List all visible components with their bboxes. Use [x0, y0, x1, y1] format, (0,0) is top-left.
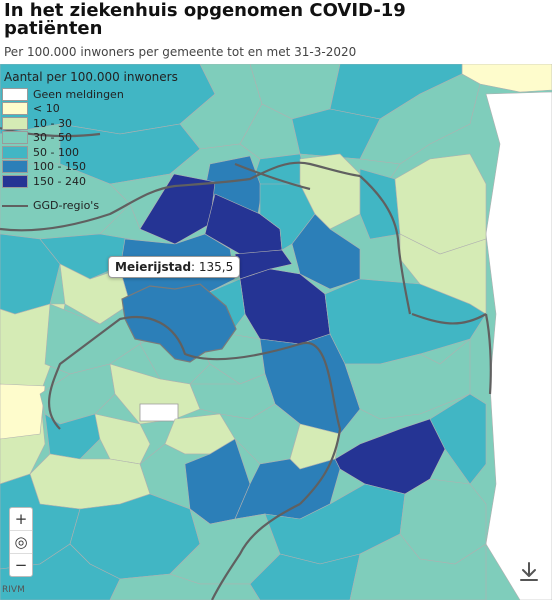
municipality[interactable]	[139, 403, 179, 422]
legend-label: 150 - 240	[33, 174, 86, 188]
legend-item: 150 - 240	[2, 174, 178, 189]
legend-item: 100 - 150	[2, 160, 178, 175]
legend-title: Aantal per 100.000 inwoners	[4, 70, 178, 84]
municipality[interactable]	[334, 418, 446, 495]
zoom-out-button[interactable]: −	[14, 556, 28, 574]
legend-item: 30 - 50	[2, 131, 178, 146]
legend-label: 30 - 50	[33, 131, 72, 145]
municipality[interactable]	[109, 573, 261, 600]
legend-label: 100 - 150	[33, 160, 86, 174]
legend-label: Geen meldingen	[33, 87, 124, 101]
legend-swatch	[2, 116, 28, 130]
legend-swatch	[2, 145, 28, 159]
tooltip-region-name: Meierijstad	[115, 260, 192, 274]
chart-title: In het ziekenhuis opgenomen COVID-19 pat…	[4, 0, 406, 39]
municipality-meierijstad[interactable]	[121, 283, 237, 363]
chart-subtitle: Per 100.000 inwoners per gemeente tot en…	[4, 45, 357, 59]
zoom-controls: + ◎ −	[9, 507, 33, 577]
legend-item: 10 - 30	[2, 116, 178, 131]
municipality[interactable]	[139, 173, 216, 245]
legend-item: 50 - 100	[2, 145, 178, 160]
municipality[interactable]	[349, 533, 487, 600]
legend-label: < 10	[33, 102, 60, 116]
legend-item: < 10	[2, 102, 178, 117]
legend-swatch	[2, 102, 28, 116]
municipality[interactable]	[0, 383, 46, 440]
ggd-region-boundaries	[0, 126, 492, 600]
legend-label: 50 - 100	[33, 145, 79, 159]
map-legend: Aantal per 100.000 inwoners Geen melding…	[2, 70, 178, 213]
legend-line-swatch	[2, 204, 28, 207]
choropleth-map[interactable]	[0, 64, 552, 600]
municipality[interactable]	[0, 543, 121, 600]
download-icon[interactable]	[517, 560, 541, 584]
legend-label: 10 - 30	[33, 116, 72, 130]
municipality[interactable]	[359, 168, 401, 240]
municipality[interactable]	[485, 91, 552, 600]
legend-swatch	[2, 174, 28, 188]
legend-item: Geen meldingen	[2, 87, 178, 102]
map-container[interactable]	[0, 64, 552, 600]
legend-swatch	[2, 160, 28, 174]
municipality[interactable]	[291, 213, 361, 290]
legend-label: GGD-regio's	[33, 199, 100, 213]
legend-swatch	[2, 87, 28, 101]
map-tooltip: Meierijstad: 135,5	[108, 256, 241, 278]
legend-item-ggd-regions: GGD-regio's	[2, 199, 178, 214]
municipality[interactable]	[344, 338, 471, 420]
municipality[interactable]	[399, 233, 487, 315]
map-credit: RIVM	[2, 585, 25, 595]
municipality[interactable]	[429, 393, 487, 485]
legend-swatch	[2, 131, 28, 145]
zoom-in-button[interactable]: +	[10, 508, 32, 531]
locate-button[interactable]: ◎	[10, 531, 32, 554]
tooltip-value: : 135,5	[191, 260, 234, 274]
legend-items: Geen meldingen < 10 10 - 30 30 - 50 50 - 100…	[2, 87, 178, 189]
